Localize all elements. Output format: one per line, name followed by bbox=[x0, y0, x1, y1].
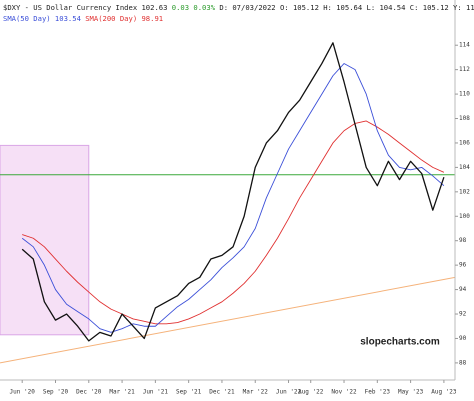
header-line-1: $DXY - US Dollar Currency Index 102.63 0… bbox=[3, 3, 474, 12]
y-tick-label: 100 bbox=[459, 213, 470, 220]
y-tick-label: 92 bbox=[459, 311, 467, 318]
y-tick-label: 102 bbox=[459, 188, 470, 195]
x-tick-label: Nov '22 bbox=[331, 389, 357, 396]
x-tick-label: Aug '22 bbox=[298, 389, 324, 396]
y-tick-label: 112 bbox=[459, 66, 470, 73]
x-tick-label: Jun '22 bbox=[276, 389, 302, 396]
x-tick-label: Mar '22 bbox=[243, 389, 269, 396]
y-tick-label: 106 bbox=[459, 139, 470, 146]
x-tick-label: Aug '23 bbox=[431, 389, 457, 396]
header-change: 0.03 0.03% bbox=[172, 3, 216, 12]
x-tick-label: Mar '21 bbox=[109, 389, 135, 396]
header-details: D: 07/03/2022 O: 105.12 H: 105.64 L: 104… bbox=[219, 3, 474, 12]
header-line-2: SMA(50 Day) 103.54 SMA(200 Day) 98.91 bbox=[3, 14, 163, 23]
y-tick-label: 96 bbox=[459, 262, 467, 269]
x-tick-label: May '23 bbox=[398, 389, 424, 396]
trend-line bbox=[0, 276, 456, 364]
x-tick-label: Sep '21 bbox=[176, 389, 202, 396]
x-tick-label: Jun '20 bbox=[10, 389, 36, 396]
sma-line bbox=[21, 63, 445, 333]
x-tick-label: Dec '21 bbox=[209, 389, 235, 396]
legend-sma50: SMA(50 Day) 103.54 bbox=[3, 14, 81, 23]
y-tick-label: 104 bbox=[459, 164, 470, 171]
x-tick-label: Dec '20 bbox=[76, 389, 102, 396]
x-tick-label: Jun '21 bbox=[143, 389, 169, 396]
y-tick-label: 114 bbox=[459, 42, 470, 49]
x-tick-label: Sep '20 bbox=[43, 389, 69, 396]
plot bbox=[0, 0, 458, 383]
x-tick-label: Feb '23 bbox=[365, 389, 391, 396]
y-tick-label: 110 bbox=[459, 91, 470, 98]
header-title: $DXY - US Dollar Currency Index 102.63 bbox=[3, 3, 167, 12]
y-tick-label: 90 bbox=[459, 335, 467, 342]
sma-line bbox=[22, 120, 445, 325]
y-tick-label: 108 bbox=[459, 115, 470, 122]
highlight-box bbox=[0, 144, 90, 336]
y-tick-label: 88 bbox=[459, 359, 467, 366]
watermark: slopecharts.com bbox=[360, 337, 440, 348]
price-line bbox=[21, 42, 445, 342]
y-tick-label: 98 bbox=[459, 237, 467, 244]
y-tick-label: 94 bbox=[459, 286, 467, 293]
legend-sma200: SMA(200 Day) 98.91 bbox=[85, 14, 163, 23]
